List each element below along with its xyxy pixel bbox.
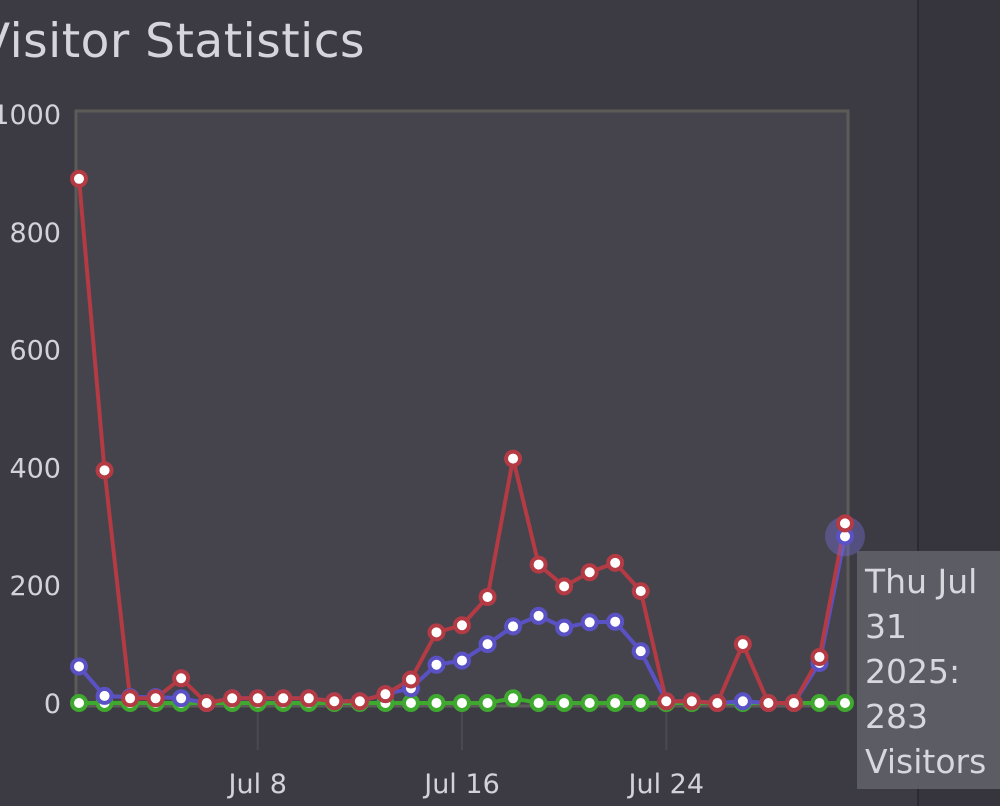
data-point xyxy=(70,694,88,712)
data-point xyxy=(223,689,242,708)
data-point xyxy=(453,694,471,712)
data-point xyxy=(580,694,599,712)
data-point xyxy=(121,689,140,708)
data-point xyxy=(427,623,446,642)
data-point xyxy=(529,694,548,712)
x-tick-label: Jul 24 xyxy=(627,769,705,800)
tooltip-line-value: 283 xyxy=(865,697,928,736)
data-point xyxy=(733,635,752,654)
data-point xyxy=(95,461,114,480)
y-tick-label: 200 xyxy=(9,571,61,602)
plot-area xyxy=(74,109,850,708)
data-point xyxy=(453,651,471,670)
data-point xyxy=(836,694,854,712)
data-point xyxy=(70,657,88,676)
chart-title: Visitor Statistics xyxy=(0,14,366,69)
data-point xyxy=(733,692,752,711)
data-point xyxy=(197,694,216,712)
data-point xyxy=(478,635,497,654)
tooltip-line-day-month: Thu Jul xyxy=(865,562,978,601)
data-point xyxy=(401,670,420,689)
data-point xyxy=(172,669,191,688)
data-point xyxy=(836,514,854,533)
data-point xyxy=(555,618,574,637)
data-point xyxy=(504,617,523,636)
data-point xyxy=(427,655,446,674)
data-point xyxy=(95,686,114,705)
data-point xyxy=(248,689,267,708)
y-tick-label: 600 xyxy=(9,336,61,367)
data-point xyxy=(504,449,523,468)
data-point xyxy=(376,685,395,704)
data-point xyxy=(555,694,574,712)
y-tick-label: 0 xyxy=(44,689,61,720)
tooltip-line-year: 2025: xyxy=(865,652,961,691)
data-point xyxy=(708,694,727,712)
data-point xyxy=(529,555,548,574)
tooltip-line-day: 31 xyxy=(865,607,907,646)
y-tick-label: 400 xyxy=(9,453,61,484)
data-point xyxy=(682,692,701,711)
data-point xyxy=(146,689,165,708)
data-point xyxy=(580,613,599,632)
data-point xyxy=(70,169,88,188)
data-point xyxy=(606,694,625,712)
data-point xyxy=(350,692,369,711)
data-point xyxy=(631,694,650,712)
data-point xyxy=(401,694,420,712)
data-point xyxy=(810,648,829,667)
x-tick-label: Jul 8 xyxy=(227,769,287,800)
y-tick-label: 800 xyxy=(9,218,61,249)
tooltip-line-unit: Visitors xyxy=(865,742,987,781)
data-point xyxy=(810,694,829,712)
data-point xyxy=(504,689,523,708)
data-point xyxy=(427,694,446,712)
chart-tooltip: Thu Jul 31 2025: 283 Visitors xyxy=(857,551,1000,789)
data-point xyxy=(453,616,471,635)
data-point xyxy=(759,694,778,712)
data-point xyxy=(555,577,574,596)
data-point xyxy=(631,642,650,661)
data-point xyxy=(299,689,318,708)
data-point xyxy=(580,563,599,582)
data-point xyxy=(606,553,625,572)
data-point xyxy=(529,606,548,625)
data-point xyxy=(631,582,650,601)
data-point xyxy=(478,694,497,712)
data-point xyxy=(478,587,497,606)
data-point xyxy=(784,694,803,712)
x-tick-label: Jul 16 xyxy=(422,769,500,800)
data-point xyxy=(172,689,191,708)
data-point xyxy=(274,689,293,708)
data-point xyxy=(606,612,625,631)
y-tick-label: 1000 xyxy=(0,100,61,131)
data-point xyxy=(325,692,344,711)
data-point xyxy=(657,692,676,711)
